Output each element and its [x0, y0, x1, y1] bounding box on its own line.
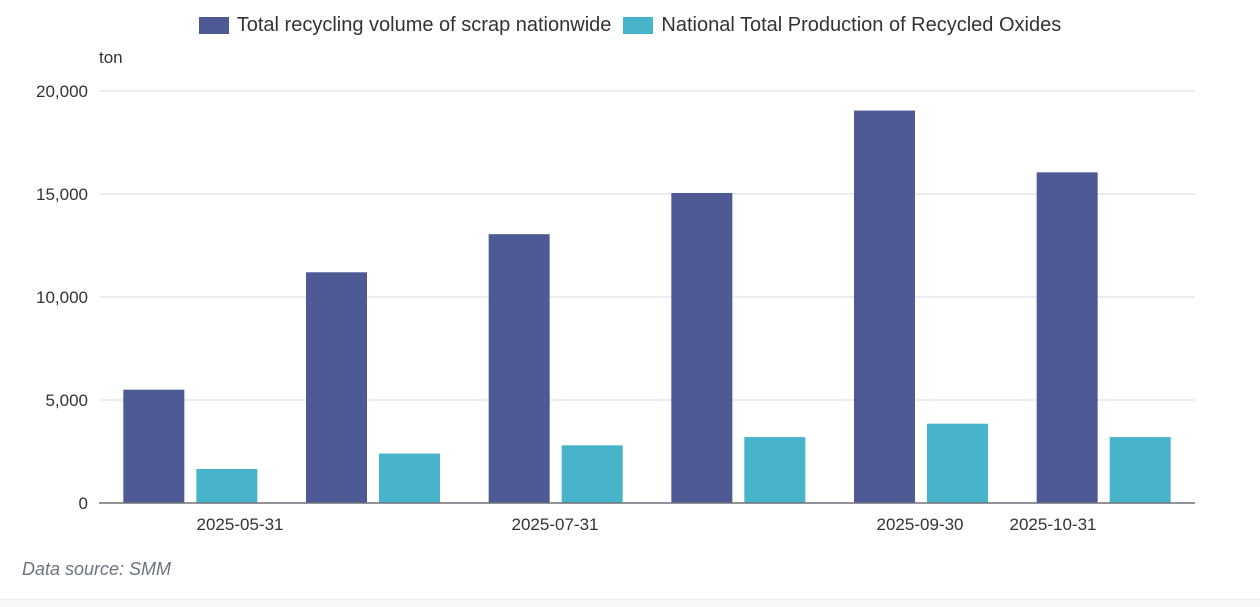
legend-swatch-recycled-oxides [623, 17, 654, 34]
grid-lines [99, 90, 1195, 401]
legend-item-scrap-recycling[interactable]: Total recycling volume of scrap nationwi… [198, 14, 612, 37]
y-tick-label: 0 [79, 494, 88, 513]
x-tick-label: 2025-10-31 [1010, 515, 1097, 534]
bar-recycled-oxides-2025-08-31[interactable] [744, 437, 806, 503]
x-tick-label: 2025-05-31 [197, 515, 284, 534]
y-tick-label: 5,000 [45, 391, 88, 410]
legend-swatch-scrap-recycling [198, 17, 229, 34]
bar-scrap-recycling-2025-05-31[interactable] [123, 389, 185, 503]
bar-scrap-recycling-2025-07-31[interactable] [488, 234, 550, 504]
y-axis-ticks: 0 5,000 10,000 15,000 20,000 [36, 82, 88, 513]
legend-item-recycled-oxides[interactable]: National Total Production of Recycled Ox… [623, 14, 1061, 37]
bar-recycled-oxides-2025-09-30[interactable] [927, 423, 988, 503]
y-axis-unit-label: ton [99, 48, 123, 67]
x-axis-ticks: 2025-05-31 2025-07-31 2025-09-30 2025-10-31 [197, 515, 1097, 534]
y-tick-label: 15,000 [36, 185, 88, 204]
bar-recycled-oxides-2025-07-31[interactable] [561, 445, 623, 503]
bar-recycled-oxides-2025-06-30[interactable] [379, 453, 440, 503]
x-tick-label: 2025-09-30 [877, 515, 964, 534]
chart-legend: Total recycling volume of scrap nationwi… [0, 14, 1260, 37]
bars [123, 110, 1171, 504]
bar-recycled-oxides-2025-05-31[interactable] [196, 469, 258, 503]
bar-scrap-recycling-2025-06-30[interactable] [306, 272, 367, 503]
x-tick-label: 2025-07-31 [512, 515, 599, 534]
data-source-label: Data source: SMM [22, 559, 172, 579]
bar-scrap-recycling-2025-08-31[interactable] [671, 192, 733, 503]
bar-scrap-recycling-2025-09-30[interactable] [854, 110, 915, 503]
legend-label-scrap-recycling: Total recycling volume of scrap nationwi… [236, 14, 612, 36]
bar-recycled-oxides-2025-10-31[interactable] [1109, 437, 1171, 503]
bottom-divider [0, 599, 1260, 607]
y-tick-label: 20,000 [36, 82, 88, 101]
bar-scrap-recycling-2025-10-31[interactable] [1036, 172, 1098, 503]
y-tick-label: 10,000 [36, 288, 88, 307]
legend-label-recycled-oxides: National Total Production of Recycled Ox… [661, 14, 1062, 36]
